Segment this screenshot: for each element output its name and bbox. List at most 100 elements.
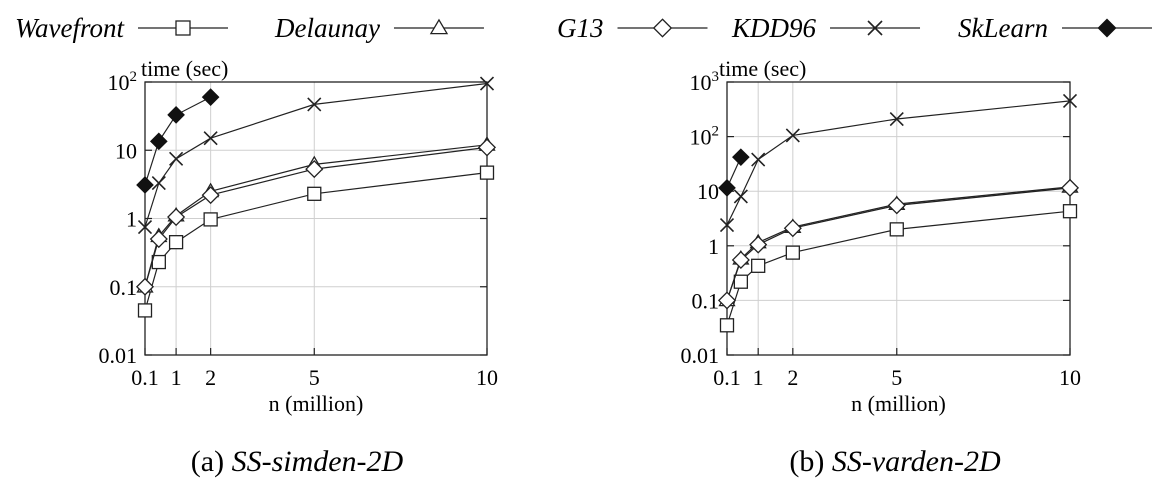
- series-delaunay: [136, 136, 496, 293]
- x-axis-label: n (million): [269, 391, 364, 416]
- data-point-kdd96: [785, 128, 800, 143]
- data-point-sklearn: [201, 88, 220, 106]
- y-tick-label: 1: [708, 234, 719, 259]
- x-tick-label: 2: [787, 365, 798, 390]
- legend-label-kdd96: KDD96: [731, 13, 817, 43]
- series-wavefront: [137, 165, 495, 318]
- data-point-sklearn: [149, 132, 168, 151]
- series-wavefront: [719, 204, 1078, 333]
- data-point-wavefront: [168, 235, 184, 250]
- data-point-wavefront: [719, 318, 735, 333]
- data-point-wavefront: [733, 274, 749, 289]
- x-tick-label: 5: [891, 365, 902, 390]
- series-sklearn: [718, 148, 750, 197]
- data-point-g13: [167, 208, 186, 227]
- series-sklearn: [136, 88, 220, 194]
- data-point-sklearn: [718, 179, 736, 197]
- data-point-wavefront: [307, 186, 322, 201]
- data-point-wavefront: [785, 245, 800, 260]
- data-point-g13: [477, 138, 497, 157]
- data-point-kdd96: [137, 219, 153, 235]
- x-tick-label: 1: [171, 365, 182, 390]
- data-point-wavefront: [151, 254, 166, 270]
- x-tick-label: 1: [753, 365, 764, 390]
- data-point-kdd96: [479, 76, 495, 91]
- x-tick-label: 0.1: [713, 365, 741, 390]
- data-point-g13: [149, 230, 168, 249]
- x-tick-label: 5: [309, 365, 320, 390]
- series-line-g13: [144, 146, 488, 287]
- data-point-kdd96: [889, 111, 904, 127]
- y-tick-label: 0.1: [110, 275, 138, 300]
- legend-marker-wavefront: [175, 20, 191, 36]
- y-tick-label: 10: [697, 179, 719, 204]
- data-point-wavefront: [137, 303, 153, 318]
- data-point-kdd96: [169, 151, 184, 166]
- data-point-g13: [783, 219, 802, 238]
- x-tick-label: 0.1: [131, 365, 159, 390]
- data-point-wavefront: [203, 212, 218, 227]
- x-axis-label: n (million): [851, 391, 946, 416]
- series-line-wavefront: [726, 210, 1071, 326]
- data-point-g13: [1060, 178, 1080, 197]
- data-point-sklearn: [732, 148, 750, 167]
- x-tick-label: 2: [205, 365, 216, 390]
- legend-label-sklearn: SkLearn: [958, 13, 1048, 43]
- data-point-sklearn: [136, 176, 154, 194]
- y-tick-label: 102: [690, 124, 720, 150]
- legend-marker-delaunay: [429, 18, 449, 35]
- plot-frame: [726, 81, 1071, 356]
- data-point-g13: [749, 235, 768, 254]
- series-g13: [135, 138, 497, 296]
- series-line-kdd96: [144, 82, 488, 228]
- data-point-kdd96: [719, 217, 735, 233]
- caption-dataset-name: SS-simden-2D: [232, 445, 404, 478]
- data-point-wavefront: [1062, 204, 1078, 219]
- series-kdd96: [719, 93, 1078, 233]
- x-tick-label: 10: [1059, 365, 1081, 390]
- series-g13: [717, 178, 1080, 310]
- y-tick-label: 1: [126, 207, 137, 232]
- x-tick-label: 10: [476, 365, 498, 390]
- caption-dataset-name: SS-varden-2D: [832, 445, 1001, 478]
- data-point-g13: [731, 250, 750, 270]
- series-kdd96: [137, 76, 495, 235]
- y-tick-label: 10: [115, 138, 137, 163]
- data-point-g13: [717, 291, 737, 310]
- series-line-sklearn: [144, 96, 211, 186]
- y-tick-label: 0.01: [681, 343, 720, 368]
- legend-marker-kdd96: [867, 20, 883, 36]
- y-axis-label: time (sec): [141, 56, 228, 81]
- series-line-wavefront: [144, 172, 488, 311]
- y-tick-label: 0.1: [692, 288, 720, 313]
- y-tick-label: 103: [690, 69, 720, 95]
- panel-caption: (b) SS-varden-2D: [789, 445, 1001, 478]
- data-point-kdd96: [203, 131, 218, 146]
- legend-label-wavefront: Wavefront: [15, 13, 125, 43]
- legend-marker-g13: [652, 18, 673, 38]
- data-point-g13: [887, 196, 906, 215]
- data-point-wavefront: [889, 222, 904, 237]
- series-line-kdd96: [726, 100, 1071, 226]
- data-point-kdd96: [733, 189, 748, 204]
- legend: Wavefront Delaunay G13 KDD96 SkLearn: [15, 13, 1152, 43]
- data-point-kdd96: [307, 97, 322, 112]
- panel-caption: (a) SS-simden-2D: [191, 445, 404, 478]
- y-tick-label: 102: [108, 69, 138, 95]
- data-point-kdd96: [151, 176, 166, 191]
- caption-label: (b): [789, 445, 831, 478]
- caption-label: (a): [191, 445, 232, 478]
- data-point-wavefront: [751, 258, 766, 273]
- y-tick-label: 0.01: [99, 343, 138, 368]
- data-point-g13: [201, 186, 220, 205]
- legend-label-delaunay: Delaunay: [274, 13, 380, 43]
- data-point-g13: [305, 160, 324, 179]
- legend-label-g13: G13: [557, 13, 604, 43]
- data-point-wavefront: [479, 165, 495, 180]
- y-axis-label: time (sec): [719, 56, 806, 81]
- data-point-kdd96: [751, 152, 766, 167]
- data-point-g13: [135, 277, 155, 296]
